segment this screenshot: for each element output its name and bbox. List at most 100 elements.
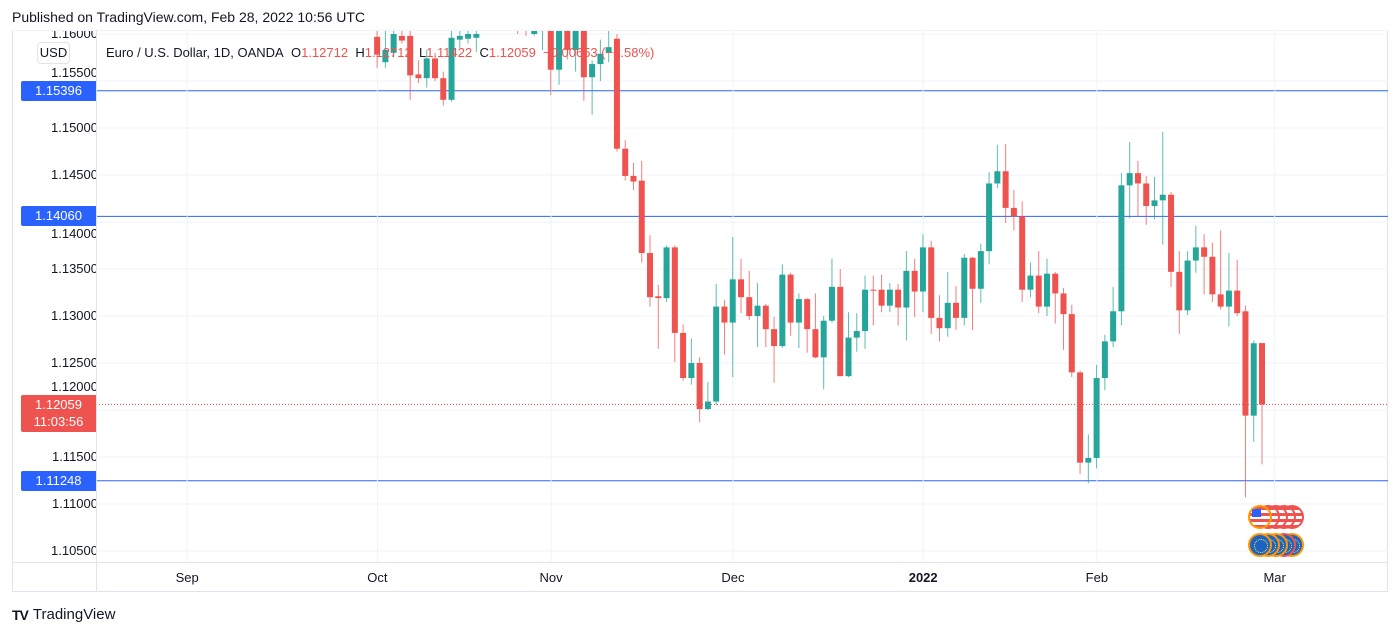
us-flag-event-icon[interactable] bbox=[1248, 505, 1272, 529]
candle-body bbox=[1209, 256, 1216, 295]
open-value: 1.12712 bbox=[301, 45, 349, 60]
candle-body bbox=[605, 47, 612, 53]
candle-body bbox=[845, 337, 852, 377]
candle-body bbox=[1176, 271, 1183, 311]
candle-body bbox=[1168, 194, 1175, 272]
candle-body bbox=[1043, 273, 1050, 307]
time-axis-label: Sep bbox=[175, 570, 199, 585]
price-tick-label: 1.14500 bbox=[51, 167, 96, 182]
candle-body bbox=[465, 34, 472, 39]
candle-body bbox=[812, 329, 819, 358]
price-tick-label: 1.16000 bbox=[51, 31, 96, 41]
level-label-1[interactable]: 1.15396 bbox=[21, 80, 96, 101]
candle-body bbox=[936, 317, 943, 329]
candle-body bbox=[1010, 207, 1017, 217]
candle-body bbox=[961, 257, 968, 318]
candle-body bbox=[622, 148, 629, 176]
candle-body bbox=[1134, 173, 1141, 184]
candle-body bbox=[1143, 183, 1150, 207]
time-axis-label: Nov bbox=[539, 570, 563, 585]
change-value: −0.00653 (−0.58%) bbox=[543, 45, 655, 60]
candle-body bbox=[862, 289, 869, 332]
price-tick-label: 1.12000 bbox=[51, 379, 96, 394]
price-tick-label: 1.11000 bbox=[51, 496, 96, 511]
price-axis-divider bbox=[96, 30, 97, 592]
candle-body bbox=[804, 299, 811, 330]
price-axis[interactable]: 1.16000 1.15500 1.15000 1.14500 1.14000 1.135… bbox=[12, 31, 96, 562]
candle-body bbox=[1151, 200, 1158, 207]
candle-body bbox=[647, 253, 654, 298]
candle-body bbox=[928, 247, 935, 318]
candle-body bbox=[432, 58, 438, 79]
candle-body bbox=[473, 34, 480, 38]
candle-body bbox=[1110, 311, 1117, 342]
candle-body bbox=[638, 180, 645, 254]
candle-body bbox=[1019, 216, 1026, 290]
close-value: 1.12059 bbox=[488, 45, 536, 60]
candle-body bbox=[746, 297, 753, 316]
candle-body bbox=[713, 306, 720, 402]
candle-body bbox=[1259, 343, 1265, 405]
candle-body bbox=[655, 296, 662, 299]
candle-body bbox=[382, 49, 389, 63]
candle-body bbox=[820, 320, 827, 358]
candle-body bbox=[407, 35, 414, 76]
price-tick-label: 1.13000 bbox=[51, 308, 96, 323]
price-tick-label: 1.11500 bbox=[51, 449, 96, 464]
tradingview-logo-icon: TV bbox=[12, 606, 29, 623]
candle-body bbox=[423, 58, 430, 79]
chart-plot-area[interactable] bbox=[96, 31, 1388, 562]
candle-body bbox=[1217, 294, 1224, 307]
candle-body bbox=[721, 306, 728, 323]
price-tick-label: 1.10500 bbox=[51, 543, 96, 558]
current-price-value: 1.12059 bbox=[35, 397, 82, 412]
candle-body bbox=[1234, 290, 1241, 314]
candle-body bbox=[704, 401, 711, 410]
time-axis-label: 2022 bbox=[908, 570, 938, 585]
candle-body bbox=[771, 329, 778, 347]
candle-body bbox=[448, 37, 455, 100]
candle-body bbox=[779, 274, 786, 347]
time-axis-label: Dec bbox=[721, 570, 745, 585]
bar-countdown: 11:03:56 bbox=[33, 414, 84, 429]
level-label-3[interactable]: 1.11248 bbox=[21, 470, 96, 491]
candle-body bbox=[572, 31, 579, 50]
price-tick-label: 1.14000 bbox=[51, 226, 96, 242]
candle-body bbox=[1250, 343, 1257, 416]
candlestick-chart bbox=[96, 31, 1388, 562]
candle-body bbox=[870, 289, 877, 291]
candle-body bbox=[1184, 260, 1191, 311]
candle-body bbox=[1201, 247, 1208, 257]
candle-body bbox=[919, 247, 926, 292]
candle-body bbox=[878, 289, 885, 306]
candle-body bbox=[754, 305, 761, 316]
eu-flag-event-icon[interactable] bbox=[1248, 533, 1272, 557]
candle-body bbox=[886, 289, 893, 306]
candle-body bbox=[440, 78, 447, 100]
low-label: L bbox=[418, 45, 427, 60]
candle-body bbox=[1060, 293, 1067, 315]
candle-body bbox=[895, 289, 902, 308]
time-axis-label: Feb bbox=[1085, 570, 1109, 585]
candle-body bbox=[795, 299, 802, 323]
candle-body bbox=[911, 270, 918, 292]
candle-body bbox=[564, 31, 571, 50]
symbol-title: Euro / U.S. Dollar, 1D, OANDA bbox=[106, 45, 284, 60]
candle-body bbox=[556, 31, 563, 70]
candle-body bbox=[613, 38, 620, 149]
price-tick-label: 1.12500 bbox=[51, 355, 96, 370]
candle-body bbox=[531, 31, 538, 34]
candle-body bbox=[1225, 290, 1232, 307]
footer-brand[interactable]: TV TradingView bbox=[12, 606, 115, 623]
low-value: 1.11422 bbox=[426, 45, 473, 60]
published-header: Published on TradingView.com, Feb 28, 20… bbox=[12, 9, 366, 25]
candle-body bbox=[1085, 457, 1092, 463]
candle-body bbox=[837, 286, 844, 377]
candle-body bbox=[1077, 372, 1084, 463]
candle-body bbox=[696, 363, 703, 410]
symbol-legend: Euro / U.S. Dollar, 1D, OANDA O1.12712 H… bbox=[106, 45, 654, 60]
candle-body bbox=[390, 34, 397, 53]
currency-button[interactable]: USD bbox=[37, 42, 70, 64]
candle-body bbox=[597, 53, 604, 65]
level-label-2[interactable]: 1.14060 bbox=[21, 206, 96, 227]
